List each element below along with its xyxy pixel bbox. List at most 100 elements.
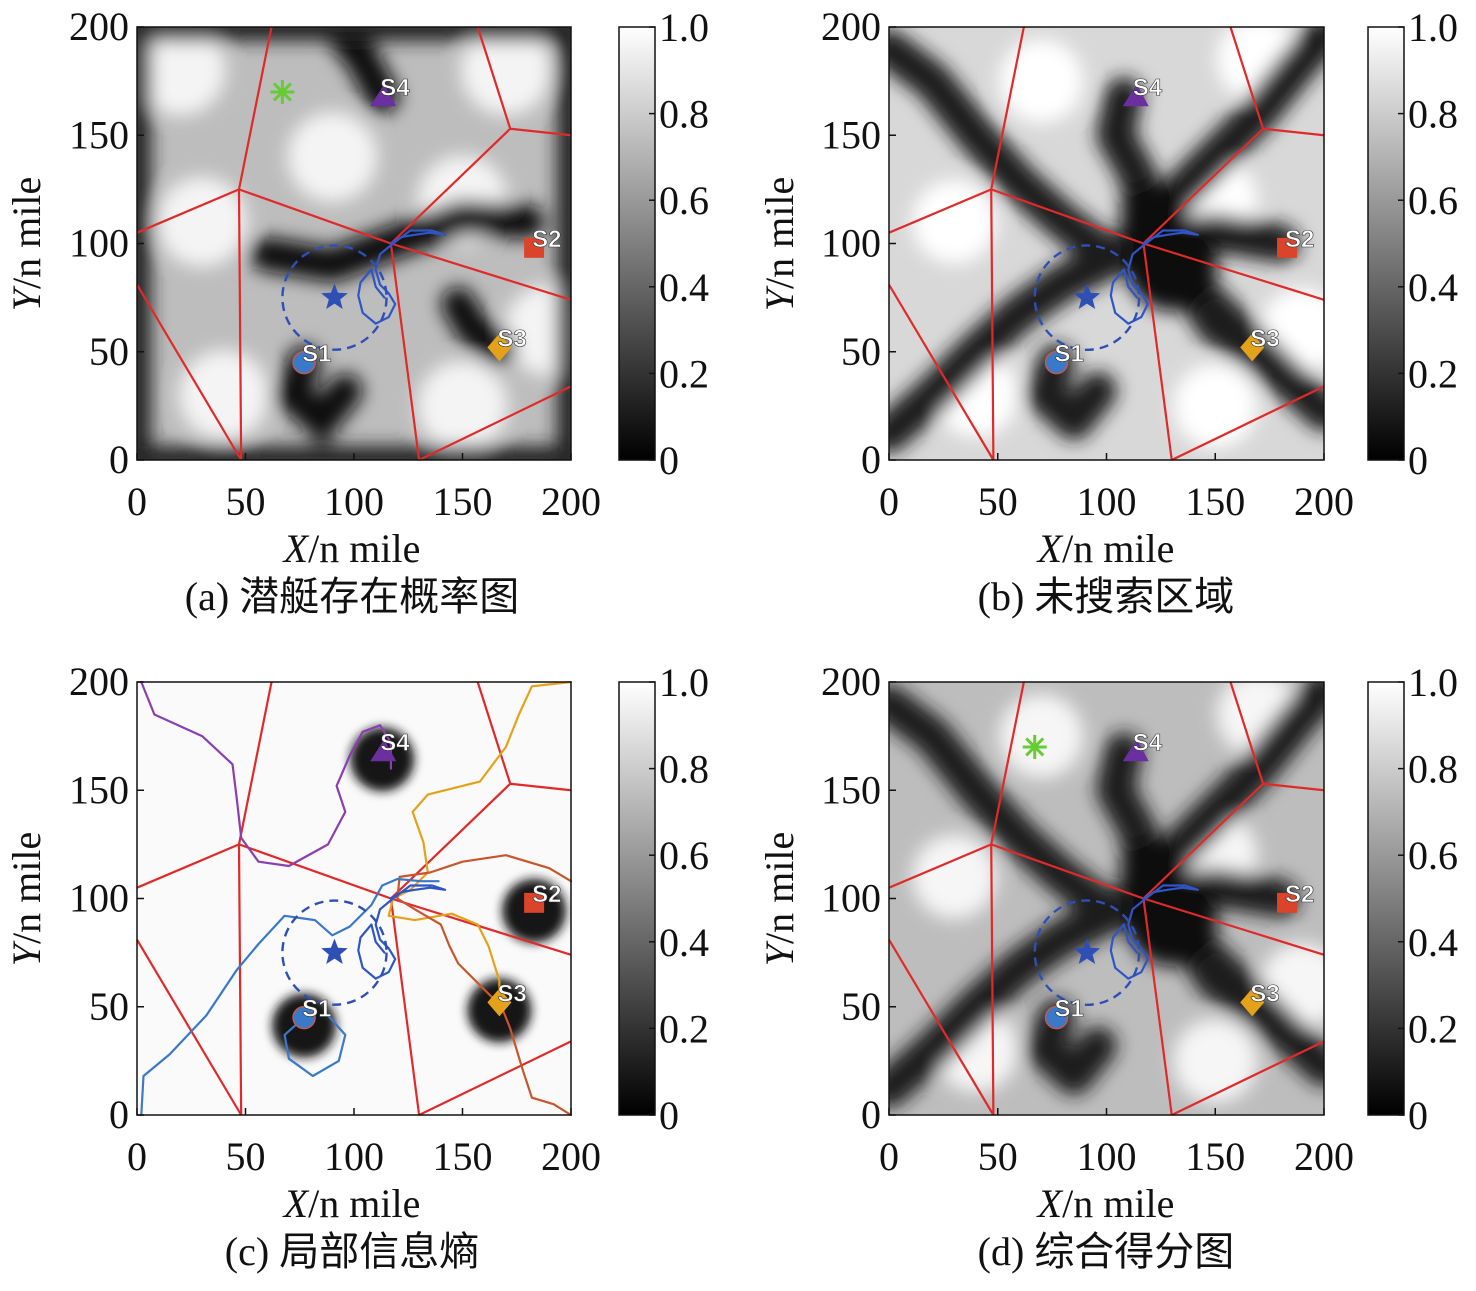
colorbar-tick-label: 0.4 — [659, 265, 709, 310]
x-tick-label: 200 — [1294, 479, 1354, 524]
dark-core — [1120, 183, 1189, 252]
unit-label: S1 — [302, 341, 331, 368]
y-tick-label: 100 — [821, 876, 881, 921]
x-axis-label: X/n mile — [282, 1181, 421, 1226]
unit-marker-s1: S1 — [1044, 340, 1084, 375]
voronoi-edge — [389, 243, 421, 461]
voronoi-edge — [1143, 242, 1325, 301]
voronoi-edge — [1142, 243, 1173, 461]
heatmap-field — [137, 27, 571, 460]
voronoi-edge — [238, 188, 392, 245]
panel-caption: (b) 未搜索区域 — [978, 574, 1235, 619]
voronoi-edge — [1143, 897, 1325, 956]
voronoi-edge — [990, 844, 995, 1116]
colorbar-tick-label: 0.8 — [659, 92, 709, 137]
bright-patch — [1173, 1018, 1258, 1103]
y-axis-var: Y — [757, 940, 802, 966]
colorbar-tick-label: 0.6 — [1408, 178, 1458, 223]
y-tick-label: 100 — [69, 876, 129, 921]
voronoi-edge — [390, 242, 572, 301]
unit-marker-s1: S1 — [292, 995, 332, 1030]
unit-symbol — [1277, 237, 1298, 258]
searched-band — [1174, 272, 1272, 367]
x-tick-label: 0 — [879, 479, 899, 524]
y-axis-label: Y/n mile — [4, 832, 49, 966]
unit-marker-s2: S2 — [524, 226, 562, 258]
x-tick-label: 150 — [1185, 479, 1245, 524]
colorbar — [1367, 681, 1405, 1116]
unit-marker-s1: S1 — [1044, 995, 1084, 1030]
x-tick-label: 0 — [879, 1134, 899, 1179]
y-tick-label: 150 — [821, 767, 881, 812]
bright-patch — [1173, 363, 1258, 448]
star-marker — [1073, 283, 1101, 309]
voronoi-edge — [237, 681, 273, 845]
x-axis-unit: /n mile — [308, 1181, 420, 1226]
panel-a: S1 S2 S3 S4 0 50 100 150 200 0 50 100 150 200 X/n mile… — [4, 4, 709, 619]
x-axis-unit: /n mile — [1062, 1181, 1174, 1226]
unit-marker-s2: S2 — [524, 881, 562, 913]
search-radius-circle — [1033, 244, 1141, 352]
panel-b: S1 S2 S3 S4 0 50 100 150 200 0 50 100 150 200 X/n mile… — [757, 4, 1458, 619]
panel-c: S1 S2 S3 S4 0 50 100 150 200 0 50 100 150 200 X/n mile… — [4, 659, 709, 1274]
y-axis-var: Y — [4, 285, 49, 311]
x-tick-label: 100 — [1077, 1134, 1137, 1179]
x-tick-label: 150 — [433, 1134, 493, 1179]
colorbar-tick-label: 0.4 — [1408, 920, 1458, 965]
voronoi-edge — [136, 939, 243, 1116]
unit-label: S1 — [1054, 341, 1083, 368]
dark-ridge — [273, 345, 363, 446]
y-tick-label: 200 — [69, 4, 129, 49]
voronoi-edge — [990, 681, 1025, 845]
y-axis-var: Y — [757, 285, 802, 311]
voronoi-edge — [1142, 127, 1264, 245]
voronoi-edge — [237, 844, 243, 1116]
unit-symbol — [524, 237, 545, 258]
unit-marker-s3: S3 — [1240, 980, 1280, 1017]
voronoi-edge — [418, 1040, 572, 1116]
voronoi-edge — [1262, 782, 1325, 792]
bright-patch — [912, 179, 997, 264]
bright-patch — [460, 27, 551, 116]
x-tick-label: 200 — [541, 479, 601, 524]
bright-patch — [912, 834, 997, 919]
y-tick-label: 0 — [861, 437, 881, 482]
unit-marker-s3: S3 — [487, 980, 527, 1017]
y-tick-label: 200 — [821, 4, 881, 49]
unit-symbol — [487, 333, 512, 362]
bright-patch — [137, 27, 226, 116]
bright-patch — [417, 360, 508, 451]
unit-marker-s3: S3 — [487, 325, 527, 362]
unit-label: S2 — [532, 226, 561, 253]
voronoi-edge — [1142, 898, 1173, 1116]
unit-label: S1 — [302, 996, 331, 1023]
voronoi-edge — [237, 189, 243, 461]
heatmap-field — [137, 682, 571, 1115]
route-local — [1109, 229, 1199, 325]
x-axis-label: X/n mile — [1036, 1181, 1175, 1226]
colorbar-tick-label: 0 — [1408, 438, 1428, 483]
x-axis-label: X/n mile — [1036, 526, 1175, 571]
heatmap-soft — [889, 682, 1324, 1108]
search-radius-circle — [281, 899, 388, 1006]
y-axis-label: Y/n mile — [4, 177, 49, 311]
voronoi-edge — [510, 782, 572, 792]
panel-caption: (c) 局部信息熵 — [225, 1229, 479, 1274]
unit-symbol — [1277, 892, 1298, 913]
unit-symbol — [292, 1005, 316, 1030]
dark-ridge — [250, 226, 408, 283]
voronoi-edge — [1229, 681, 1265, 785]
unit-symbol — [1240, 988, 1265, 1017]
y-tick-label: 100 — [821, 221, 881, 266]
unit-marker-s4: S4 — [1122, 729, 1163, 762]
unit-label: S4 — [380, 729, 410, 756]
voronoi-boundaries — [136, 681, 572, 1116]
colorbar-tick-label: 1.0 — [1408, 660, 1458, 705]
colorbar-tick-label: 0.8 — [659, 747, 709, 792]
searched-band — [1174, 927, 1272, 1022]
y-axis-var: Y — [4, 940, 49, 966]
y-tick-label: 100 — [69, 221, 129, 266]
heatmap-field — [889, 682, 1324, 1115]
y-axis-unit: /n mile — [757, 832, 802, 944]
